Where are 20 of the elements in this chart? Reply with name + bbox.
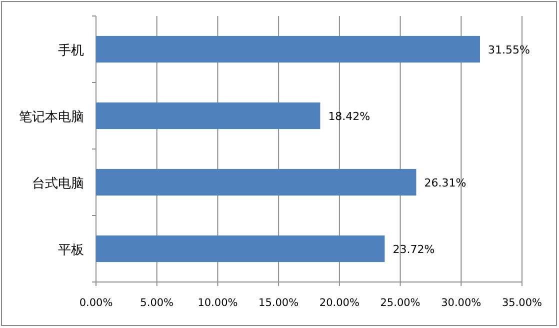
bar bbox=[96, 36, 480, 63]
x-tick-label: 0.00% bbox=[79, 297, 113, 309]
data-label: 18.42% bbox=[328, 110, 370, 123]
x-tick-label: 10.00% bbox=[198, 297, 238, 309]
y-tick-label: 手机 bbox=[58, 43, 84, 58]
data-label: 31.55% bbox=[488, 43, 530, 56]
bar bbox=[96, 102, 320, 130]
x-tick-label: 30.00% bbox=[441, 297, 482, 309]
y-tick-label: 笔记本电脑 bbox=[19, 110, 84, 125]
data-label: 23.72% bbox=[392, 242, 435, 256]
x-tick-label: 20.00% bbox=[319, 297, 360, 309]
bar bbox=[96, 168, 416, 196]
x-tick-label: 25.00% bbox=[380, 297, 420, 309]
y-tick-label: 台式电脑 bbox=[32, 176, 84, 192]
bar bbox=[96, 235, 385, 262]
x-tick-label: 35.00% bbox=[502, 297, 542, 309]
x-tick-label: 5.00% bbox=[140, 297, 174, 309]
data-label: 26.31% bbox=[424, 176, 466, 190]
y-tick-label: 平板 bbox=[58, 242, 84, 258]
x-tick-label: 15.00% bbox=[258, 297, 299, 309]
